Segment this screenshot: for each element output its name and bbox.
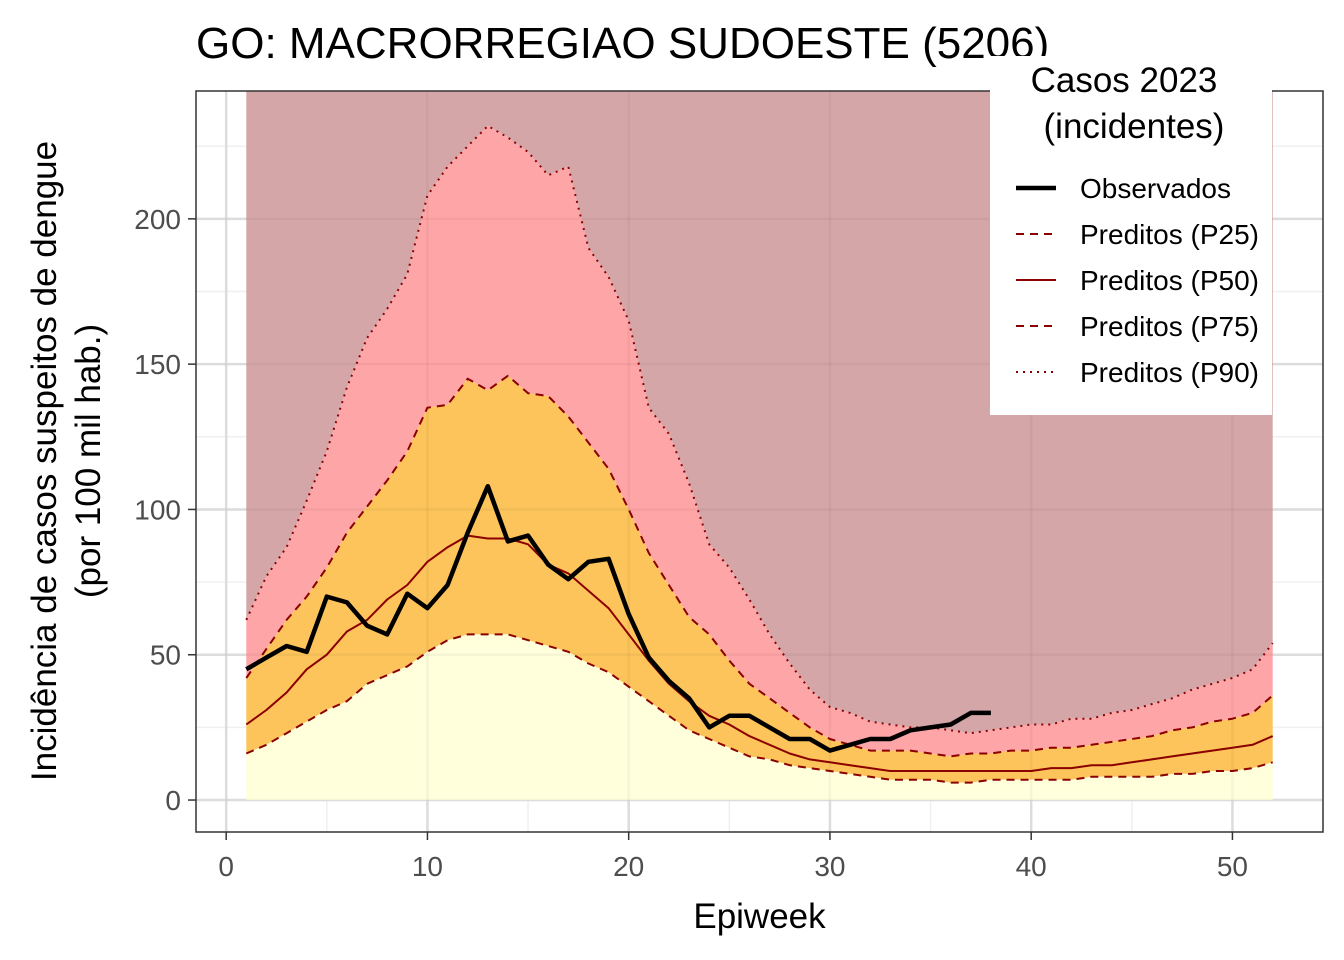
series-lines <box>245 124 1274 784</box>
band-p75-p90 <box>246 125 1273 757</box>
y-axis-label-line1: Incidência de casos suspeitos de dengue <box>25 141 64 781</box>
x-tick-label: 0 <box>218 851 234 882</box>
y-tick-label: 100 <box>134 494 181 525</box>
legend-label: Observados <box>1080 173 1231 204</box>
legend-label: Preditos (P50) <box>1080 265 1259 296</box>
legend-background <box>990 56 1272 415</box>
x-tick-label: 20 <box>613 851 644 882</box>
line-preditos-p25 <box>245 633 1273 784</box>
plot-border <box>195 90 1324 833</box>
line-preditos-p50 <box>245 534 1274 772</box>
y-axis: 0 50 100 150 200 <box>134 204 196 816</box>
legend: Casos 2023 (incidentes) Observados Predit… <box>990 56 1272 415</box>
legend-title-line2: (incidentes) <box>1044 107 1225 146</box>
x-axis: 0 10 20 30 40 50 <box>218 832 1248 882</box>
x-tick-label: 40 <box>1016 851 1047 882</box>
legend-label: Preditos (P90) <box>1080 357 1259 388</box>
x-tick-label: 30 <box>814 851 845 882</box>
y-tick-label: 50 <box>150 640 181 671</box>
x-axis-label: Epiweek <box>693 897 826 936</box>
legend-label: Preditos (P75) <box>1080 311 1259 342</box>
y-axis-label-line2: (por 100 mil hab.) <box>69 324 108 598</box>
band-p25-p75 <box>246 375 1273 783</box>
x-tick-label: 10 <box>412 851 443 882</box>
legend-title-line1: Casos 2023 <box>1031 61 1218 100</box>
line-observados <box>245 483 991 753</box>
x-tick-label: 50 <box>1217 851 1248 882</box>
y-tick-label: 150 <box>134 349 181 380</box>
line-preditos-p75 <box>245 374 1274 758</box>
y-tick-label: 0 <box>165 785 181 816</box>
band-below-p25 <box>246 634 1273 800</box>
legend-label: Preditos (P25) <box>1080 219 1259 250</box>
chart-title: GO: MACRORREGIAO SUDOESTE (5206) <box>196 19 1049 68</box>
y-tick-label: 200 <box>134 204 181 235</box>
